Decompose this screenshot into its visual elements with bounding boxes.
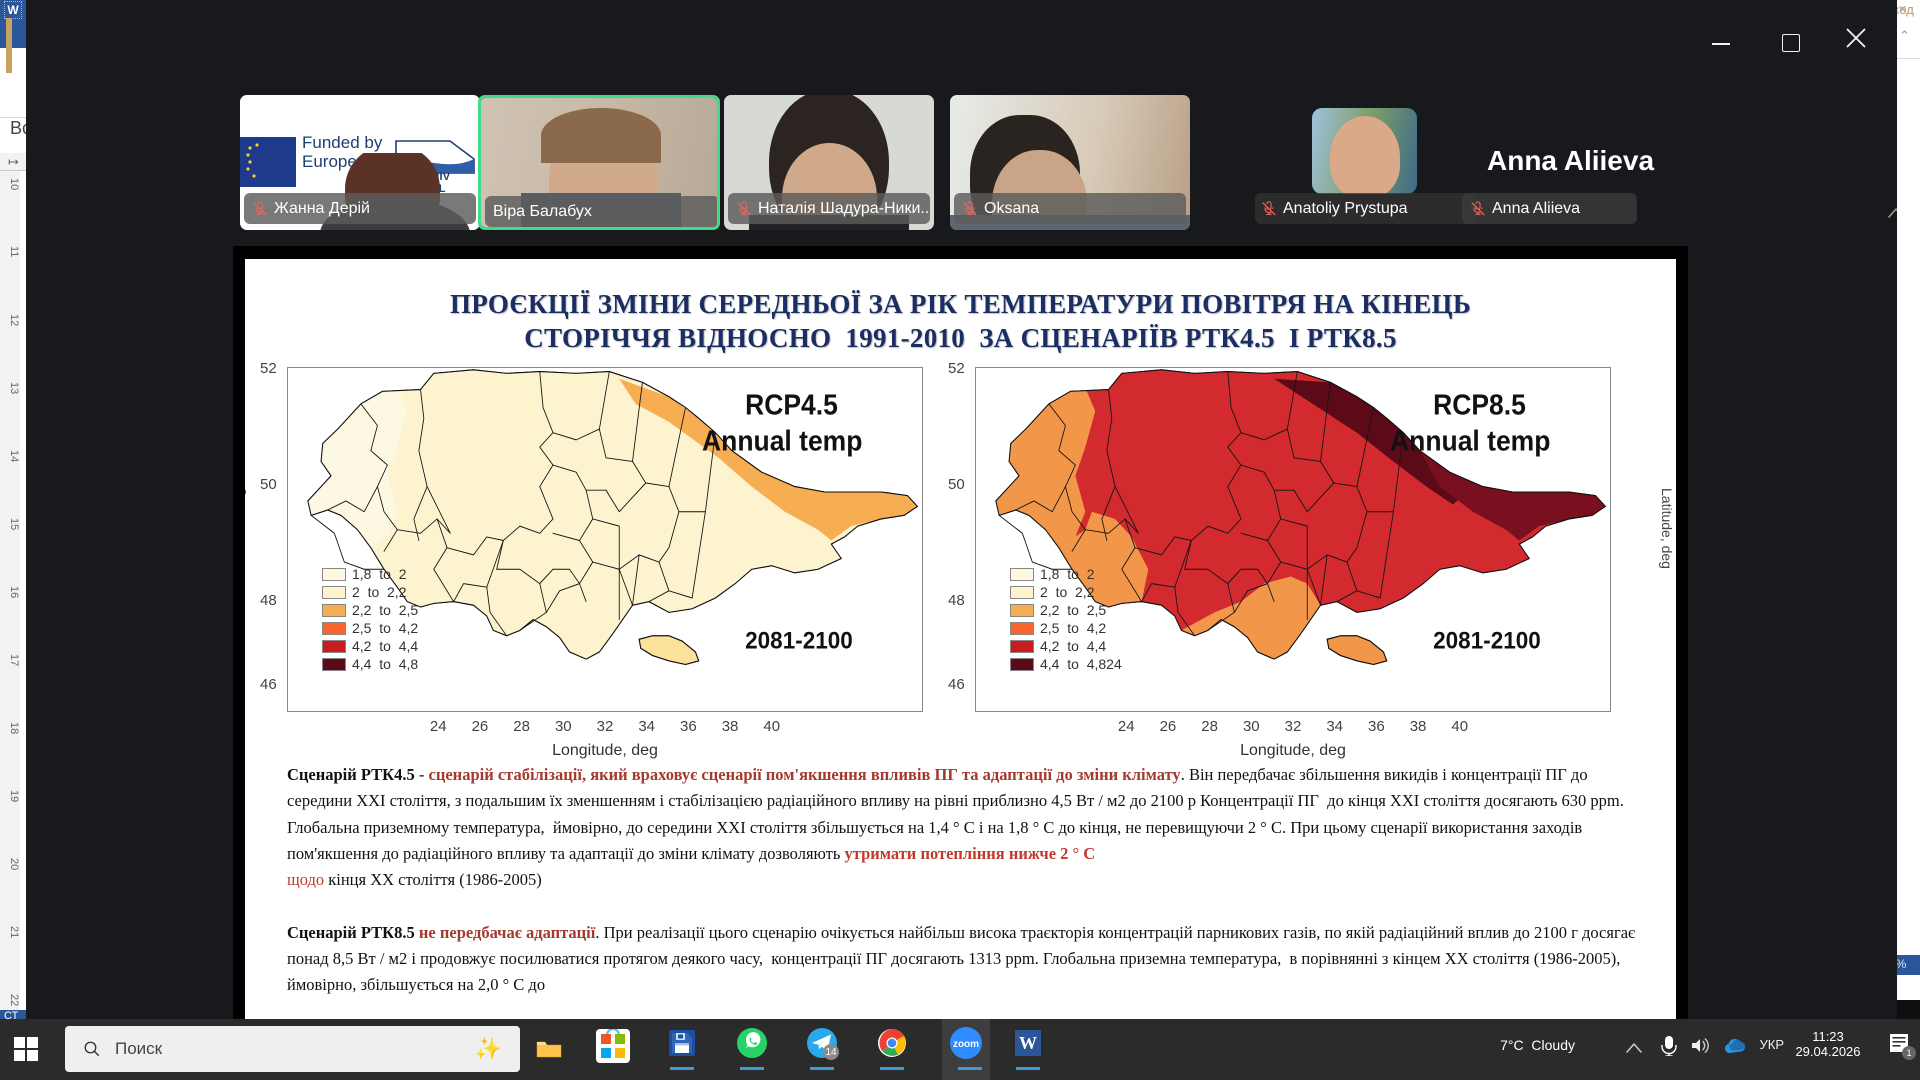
svg-text:Annual temp: Annual temp bbox=[1390, 425, 1550, 457]
svg-text:2081-2100: 2081-2100 bbox=[745, 626, 853, 653]
svg-text:W: W bbox=[1019, 1033, 1037, 1053]
svg-text:RCP4.5: RCP4.5 bbox=[745, 389, 838, 421]
svg-text:RCP8.5: RCP8.5 bbox=[1433, 389, 1526, 421]
svg-text:Annual temp: Annual temp bbox=[702, 425, 862, 457]
svg-text:2081-2100: 2081-2100 bbox=[1433, 626, 1541, 653]
svg-text:zoom: zoom bbox=[953, 1039, 979, 1050]
